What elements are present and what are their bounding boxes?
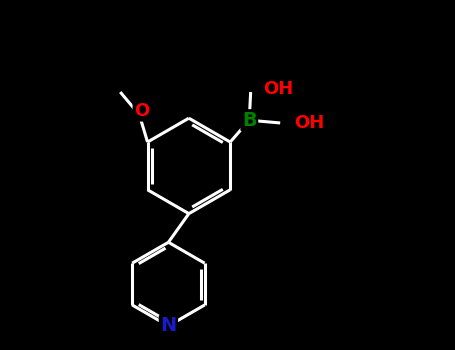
Text: OH: OH [263, 80, 293, 98]
Text: OH: OH [294, 114, 324, 132]
Text: N: N [160, 316, 177, 335]
Text: O: O [134, 102, 149, 120]
Text: B: B [242, 111, 257, 130]
